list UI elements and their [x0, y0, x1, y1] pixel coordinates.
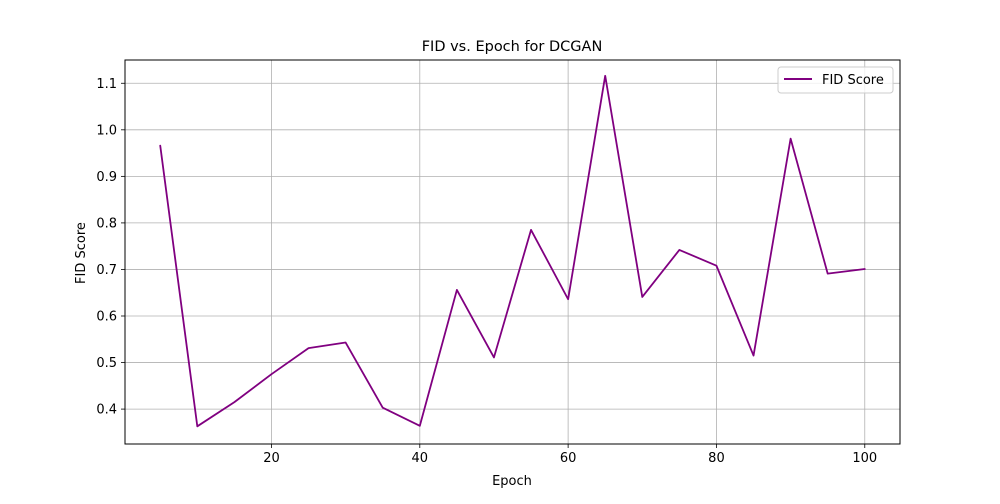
- x-tick-label: 80: [708, 451, 725, 466]
- y-tick-label: 1.0: [96, 123, 117, 138]
- x-axis-label: Epoch: [492, 474, 532, 489]
- x-tick-label: 40: [412, 451, 429, 466]
- ticks: 20 40 60 80 100 0.4 0.5 0.6 0.7 0.8 0.9 1.0 1.1: [96, 77, 877, 466]
- y-tick-label: 0.4: [96, 403, 117, 418]
- y-tick-label: 0.6: [96, 310, 117, 325]
- y-tick-label: 0.5: [96, 356, 117, 371]
- y-tick-label: 0.7: [96, 263, 117, 278]
- y-tick-label: 0.9: [96, 170, 117, 185]
- x-tick-label: 100: [852, 451, 877, 466]
- y-axis-label: FID Score: [74, 222, 89, 284]
- grid: [125, 60, 900, 444]
- plot-frame: [125, 60, 900, 444]
- legend: FID Score: [778, 67, 893, 93]
- x-tick-label: 60: [560, 451, 577, 466]
- series-layer: [160, 76, 865, 427]
- x-tick-label: 20: [263, 451, 280, 466]
- series-line: [160, 76, 865, 426]
- legend-label: FID Score: [822, 73, 884, 88]
- chart-title: FID vs. Epoch for DCGAN: [422, 39, 603, 55]
- y-tick-label: 0.8: [96, 216, 117, 231]
- y-tick-label: 1.1: [96, 77, 117, 92]
